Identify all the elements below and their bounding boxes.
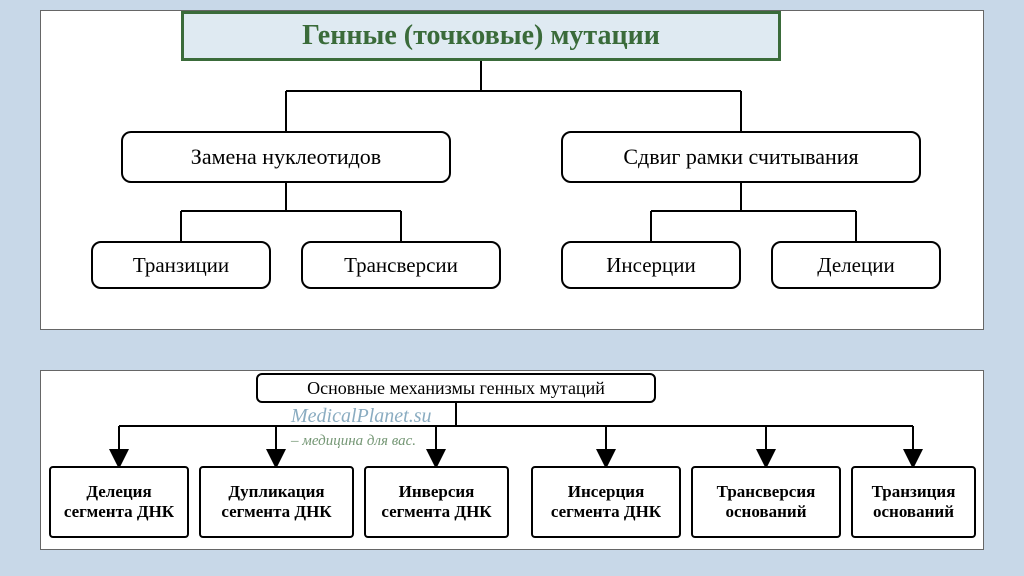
mechanism-node: Делеция сегмента ДНК [49,466,189,538]
watermark: MedicalPlanet.su – медицина для вас. [291,405,432,451]
mechanisms-root-node: Основные механизмы генных мутаций [256,373,656,403]
mechanism-node: Дупликация сегмента ДНК [199,466,354,538]
leaf-node: Инсерции [561,241,741,289]
top-hierarchy-panel: Генные (точковые) мутации Замена нуклеот… [40,10,984,330]
leaf-node: Делеции [771,241,941,289]
level2-node: Замена нуклеотидов [121,131,451,183]
leaf-node: Трансверсии [301,241,501,289]
mechanism-node: Трансверсия оснований [691,466,841,538]
watermark-title: MedicalPlanet.su [291,405,432,427]
watermark-subtitle: – медицина для вас. [291,433,416,449]
bottom-mechanisms-panel: Основные механизмы генных мутаций Medica… [40,370,984,550]
mechanism-node: Транзиция оснований [851,466,976,538]
leaf-node: Транзиции [91,241,271,289]
mechanism-node: Инсерция сегмента ДНК [531,466,681,538]
root-node: Генные (точковые) мутации [181,11,781,61]
level2-node: Сдвиг рамки считывания [561,131,921,183]
mechanism-node: Инверсия сегмента ДНК [364,466,509,538]
